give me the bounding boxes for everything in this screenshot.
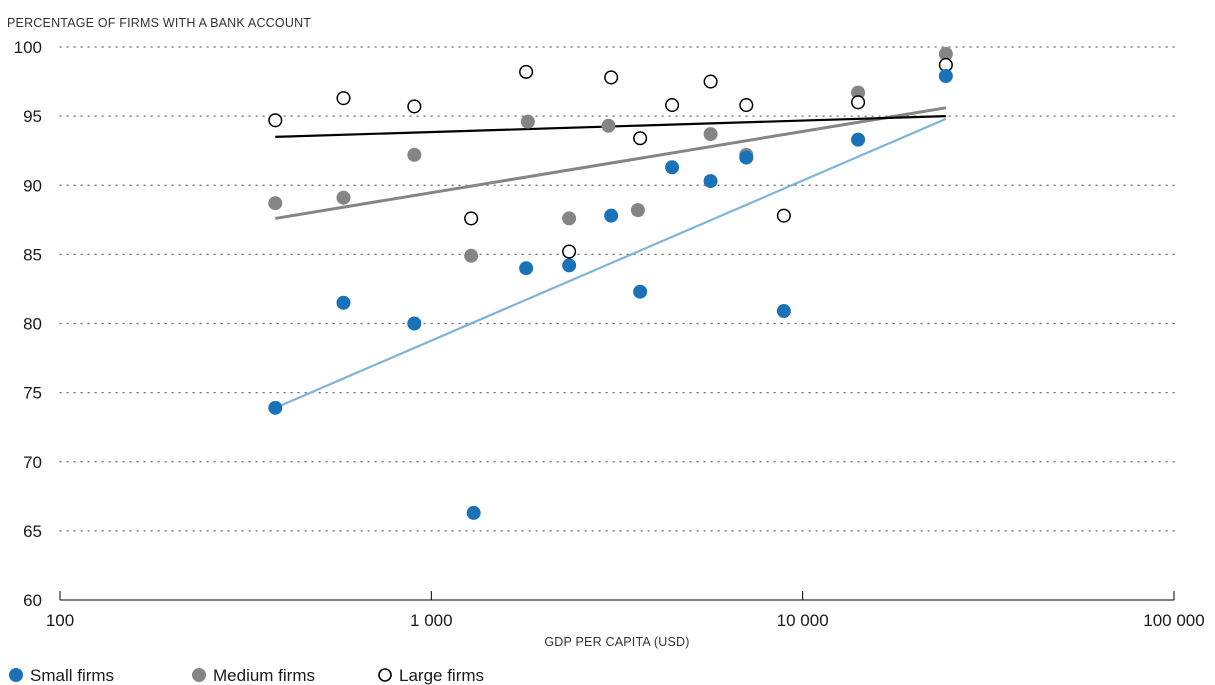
point-medium-firms-6 bbox=[601, 118, 616, 133]
point-large-firms-8 bbox=[665, 98, 680, 113]
point-small-firms-4 bbox=[519, 261, 534, 276]
legend-marker-small-firms bbox=[9, 668, 23, 682]
point-large-firms-12 bbox=[851, 95, 866, 110]
point-small-firms-10 bbox=[739, 150, 754, 165]
point-large-firms-7 bbox=[633, 131, 648, 146]
point-large-firms-1 bbox=[336, 91, 351, 106]
point-large-firms-9 bbox=[703, 74, 718, 89]
y-tick-label-80: 80 bbox=[23, 315, 42, 334]
x-tick-label-10000: 10 000 bbox=[777, 611, 829, 630]
point-large-firms-0 bbox=[268, 113, 283, 128]
point-medium-firms-10 bbox=[851, 85, 866, 100]
point-small-firms-7 bbox=[633, 284, 648, 299]
legend-marker-medium-firms bbox=[192, 668, 206, 682]
point-small-firms-2 bbox=[407, 316, 422, 331]
x-tick-label-1000: 1 000 bbox=[410, 611, 453, 630]
point-large-firms-6 bbox=[604, 70, 619, 85]
trend-line-small-firms bbox=[274, 117, 947, 409]
y-axis-ticks: 60 65 70 75 80 85 90 95 100 bbox=[14, 38, 42, 610]
trend-line-medium-firms bbox=[275, 106, 947, 220]
data-points bbox=[268, 46, 953, 520]
y-tick-label-70: 70 bbox=[23, 453, 42, 472]
point-small-firms-3 bbox=[466, 505, 481, 520]
point-small-firms-1 bbox=[336, 295, 351, 310]
y-tick-label-100: 100 bbox=[14, 38, 42, 57]
point-medium-firms-3 bbox=[464, 248, 479, 263]
y-tick-label-75: 75 bbox=[23, 384, 42, 403]
y-tick-label-95: 95 bbox=[23, 107, 42, 126]
point-medium-firms-11 bbox=[938, 46, 953, 61]
legend-item-medium-firms: Medium firms bbox=[192, 666, 315, 685]
point-small-firms-5 bbox=[562, 258, 577, 273]
point-small-firms-0 bbox=[268, 400, 283, 415]
legend-item-large-firms: Large firms bbox=[378, 666, 484, 685]
point-large-firms-10 bbox=[739, 98, 754, 113]
x-axis-ticks: 100 1 000 10 000 100 000 bbox=[46, 611, 1205, 630]
point-medium-firms-0 bbox=[268, 196, 283, 211]
point-medium-firms-7 bbox=[630, 203, 645, 218]
x-axis bbox=[59, 591, 1175, 601]
point-large-firms-11 bbox=[776, 208, 791, 223]
legend-item-small-firms: Small firms bbox=[9, 666, 114, 685]
x-axis-title: GDP PER CAPITA (USD) bbox=[544, 635, 689, 649]
point-large-firms-4 bbox=[519, 64, 534, 79]
point-small-firms-9 bbox=[703, 174, 718, 189]
point-small-firms-8 bbox=[665, 160, 680, 175]
point-large-firms-2 bbox=[407, 99, 422, 114]
gridlines bbox=[59, 46, 1181, 532]
legend-label-large-firms: Large firms bbox=[399, 666, 484, 685]
point-small-firms-12 bbox=[851, 132, 866, 147]
point-medium-firms-4 bbox=[520, 114, 535, 129]
point-medium-firms-5 bbox=[562, 211, 577, 226]
x-tick-label-100: 100 bbox=[46, 611, 74, 630]
y-axis-title: PERCENTAGE OF FIRMS WITH A BANK ACCOUNT bbox=[7, 16, 311, 30]
legend-marker-large-firms bbox=[378, 668, 392, 682]
point-small-firms-11 bbox=[776, 304, 791, 319]
y-tick-label-90: 90 bbox=[23, 176, 42, 195]
point-large-firms-5 bbox=[562, 244, 577, 259]
legend-label-small-firms: Small firms bbox=[30, 666, 114, 685]
y-tick-label-65: 65 bbox=[23, 522, 42, 541]
trend-lines bbox=[274, 106, 947, 409]
point-medium-firms-2 bbox=[407, 147, 422, 162]
point-medium-firms-8 bbox=[703, 127, 718, 142]
point-small-firms-6 bbox=[604, 208, 619, 223]
point-large-firms-3 bbox=[464, 211, 479, 226]
y-tick-label-85: 85 bbox=[23, 245, 42, 264]
y-tick-label-60: 60 bbox=[23, 591, 42, 610]
x-tick-label-100000: 100 000 bbox=[1143, 611, 1204, 630]
point-small-firms-13 bbox=[938, 69, 953, 84]
point-medium-firms-1 bbox=[336, 190, 351, 205]
legend-label-medium-firms: Medium firms bbox=[213, 666, 315, 685]
legend: Small firms Medium firms Large firms bbox=[9, 666, 484, 685]
